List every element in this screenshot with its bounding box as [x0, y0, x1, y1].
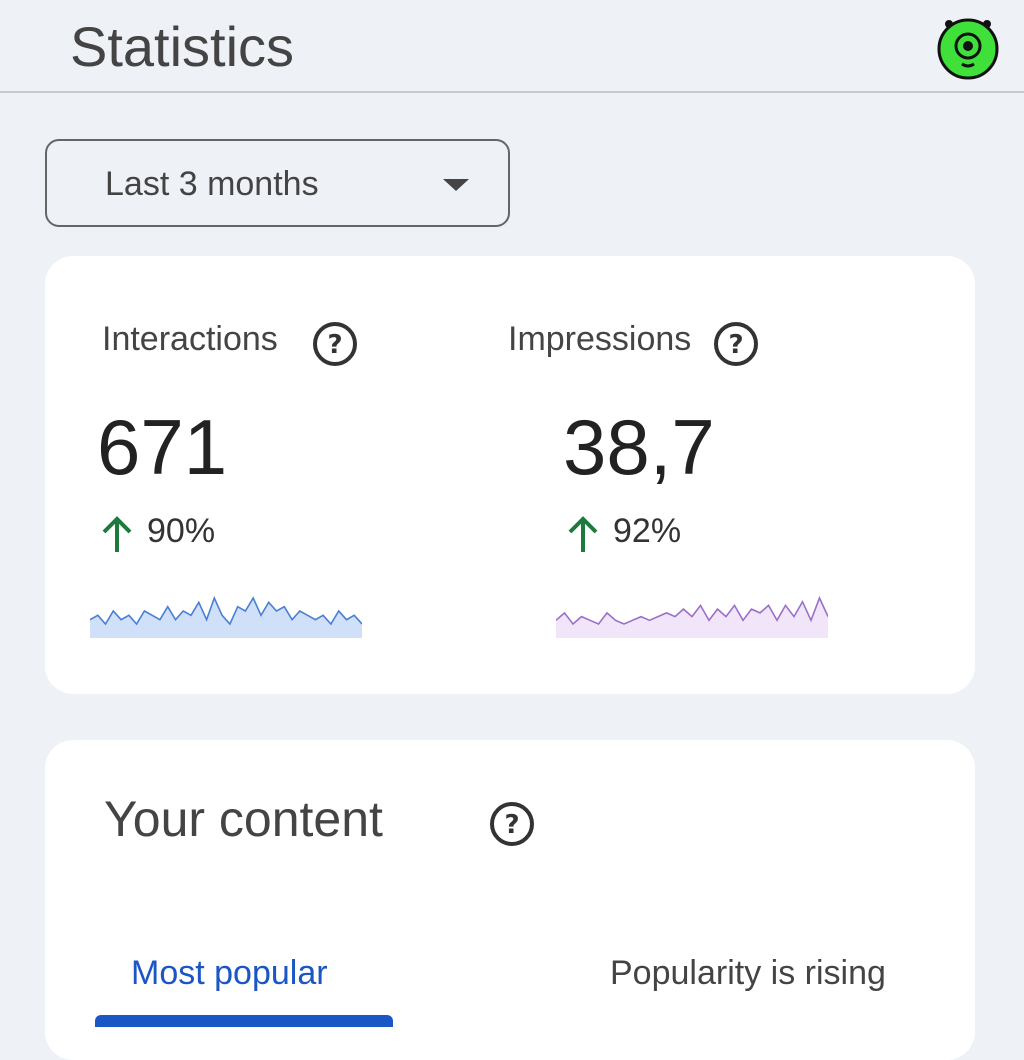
help-icon[interactable]: ? [488, 800, 536, 848]
sparkline-area [556, 598, 828, 638]
content-tab[interactable]: Most popular [131, 954, 328, 992]
dropdown-label: Last 3 months [105, 165, 319, 203]
svg-text:?: ? [504, 810, 519, 840]
trend-up-arrow [102, 516, 132, 552]
metric-change: 92% [613, 512, 682, 550]
metric-value: 671 [97, 403, 228, 491]
active-tab-indicator [95, 1015, 393, 1027]
avatar[interactable] [937, 16, 1001, 80]
content-card: Your content ? Most popular Popularity is… [45, 740, 975, 1060]
help-circle [313, 322, 357, 366]
arrow-shape [102, 516, 132, 552]
period-dropdown[interactable]: Last 3 months [45, 139, 510, 227]
screen: {"header": {"title": "Statistics"}, "fil… [0, 15, 1024, 1060]
trend-up-arrow [568, 516, 598, 552]
sparkline-line [90, 595, 362, 626]
help-mark: ? [728, 330, 743, 360]
content-tab[interactable]: Popularity is rising [610, 954, 886, 992]
metric-value: 38,7 [563, 403, 715, 491]
page-title: Statistics [70, 15, 295, 78]
arrow-shape [568, 516, 598, 552]
sparkline [90, 595, 362, 638]
dropdown-arrow [443, 179, 469, 191]
help-mark: ? [327, 330, 342, 360]
help-icon[interactable]: ? [311, 320, 359, 368]
metric-change: 90% [147, 512, 216, 550]
help-icon[interactable]: ? [712, 320, 760, 368]
content-title: Your content [104, 791, 383, 847]
sparkline-area [90, 598, 362, 638]
help-circle [714, 322, 758, 366]
metric-label: Interactions [102, 320, 278, 358]
metric-label: Impressions [508, 320, 692, 358]
sparkline [556, 595, 828, 638]
sparkline-line [556, 595, 828, 626]
header-divider [0, 91, 1024, 93]
metrics-card: Interactions? 671 90% Impressions? 38,7 92% [45, 256, 975, 694]
